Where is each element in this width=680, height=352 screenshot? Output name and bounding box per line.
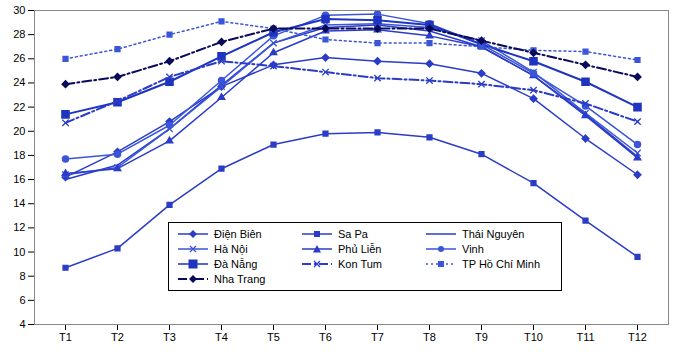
svg-text:T3: T3 [163,331,176,343]
svg-text:4: 4 [19,318,25,330]
svg-text:28: 28 [13,28,25,40]
svg-text:T5: T5 [267,331,280,343]
svg-text:T9: T9 [475,331,488,343]
svg-text:T1: T1 [59,331,72,343]
svg-text:6: 6 [19,294,25,306]
html-text:Vinh: Vinh [462,243,484,255]
svg-text:T6: T6 [319,331,332,343]
html-text:TP Hồ Chí Minh: TP Hồ Chí Minh [462,258,541,270]
html-text:Điện Biên: Điện Biên [214,228,262,240]
svg-text:14: 14 [13,197,25,209]
html-text:Đà Nẵng: Đà Nẵng [214,258,258,270]
svg-text:T4: T4 [215,331,228,343]
svg-text:T10: T10 [524,331,543,343]
html-text:Thái Nguyên: Thái Nguyên [462,228,525,240]
svg-text:8: 8 [19,270,25,282]
svg-text:T7: T7 [371,331,384,343]
html-text:Kon Tum: Kon Tum [338,258,382,270]
svg-text:T11: T11 [576,331,594,343]
svg-text:26: 26 [13,52,25,64]
html-text:Hà Nội: Hà Nội [214,243,248,255]
svg-text:T2: T2 [111,331,124,343]
svg-text:T12: T12 [628,331,647,343]
svg-text:30: 30 [13,4,25,16]
svg-text:T8: T8 [423,331,436,343]
svg-text:16: 16 [13,173,25,185]
svg-text:18: 18 [13,149,25,161]
svg-text:20: 20 [13,125,25,137]
html-text:Nha Trang: Nha Trang [214,273,266,285]
svg-text:10: 10 [13,246,25,258]
html-text:Phủ Liễn: Phủ Liễn [338,243,382,255]
svg-text:12: 12 [13,221,25,233]
svg-text:22: 22 [13,101,25,113]
html-text:Sa Pa: Sa Pa [338,228,368,240]
svg-text:24: 24 [13,76,25,88]
